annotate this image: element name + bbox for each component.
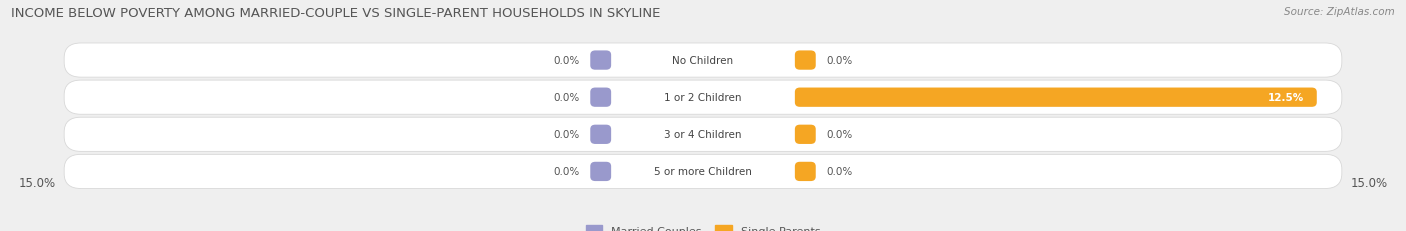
Text: INCOME BELOW POVERTY AMONG MARRIED-COUPLE VS SINGLE-PARENT HOUSEHOLDS IN SKYLINE: INCOME BELOW POVERTY AMONG MARRIED-COUPL…: [11, 7, 661, 20]
FancyBboxPatch shape: [794, 162, 815, 181]
Text: Source: ZipAtlas.com: Source: ZipAtlas.com: [1284, 7, 1395, 17]
Text: 0.0%: 0.0%: [554, 167, 579, 177]
Legend: Married Couples, Single Parents: Married Couples, Single Parents: [586, 225, 820, 231]
Text: 15.0%: 15.0%: [18, 176, 55, 189]
FancyBboxPatch shape: [794, 51, 815, 70]
Text: 5 or more Children: 5 or more Children: [654, 167, 752, 177]
FancyBboxPatch shape: [591, 51, 612, 70]
FancyBboxPatch shape: [65, 81, 1341, 115]
FancyBboxPatch shape: [591, 125, 612, 144]
Text: 0.0%: 0.0%: [554, 130, 579, 140]
FancyBboxPatch shape: [65, 118, 1341, 152]
FancyBboxPatch shape: [591, 162, 612, 181]
FancyBboxPatch shape: [65, 44, 1341, 78]
Text: 0.0%: 0.0%: [827, 130, 852, 140]
FancyBboxPatch shape: [794, 88, 1317, 107]
Text: 15.0%: 15.0%: [1351, 176, 1388, 189]
Text: 3 or 4 Children: 3 or 4 Children: [664, 130, 742, 140]
Text: 1 or 2 Children: 1 or 2 Children: [664, 93, 742, 103]
FancyBboxPatch shape: [591, 88, 612, 107]
Text: 0.0%: 0.0%: [554, 93, 579, 103]
Text: No Children: No Children: [672, 56, 734, 66]
FancyBboxPatch shape: [65, 155, 1341, 189]
Text: 0.0%: 0.0%: [827, 56, 852, 66]
Text: 0.0%: 0.0%: [554, 56, 579, 66]
Text: 0.0%: 0.0%: [827, 167, 852, 177]
FancyBboxPatch shape: [794, 125, 815, 144]
Text: 12.5%: 12.5%: [1268, 93, 1305, 103]
